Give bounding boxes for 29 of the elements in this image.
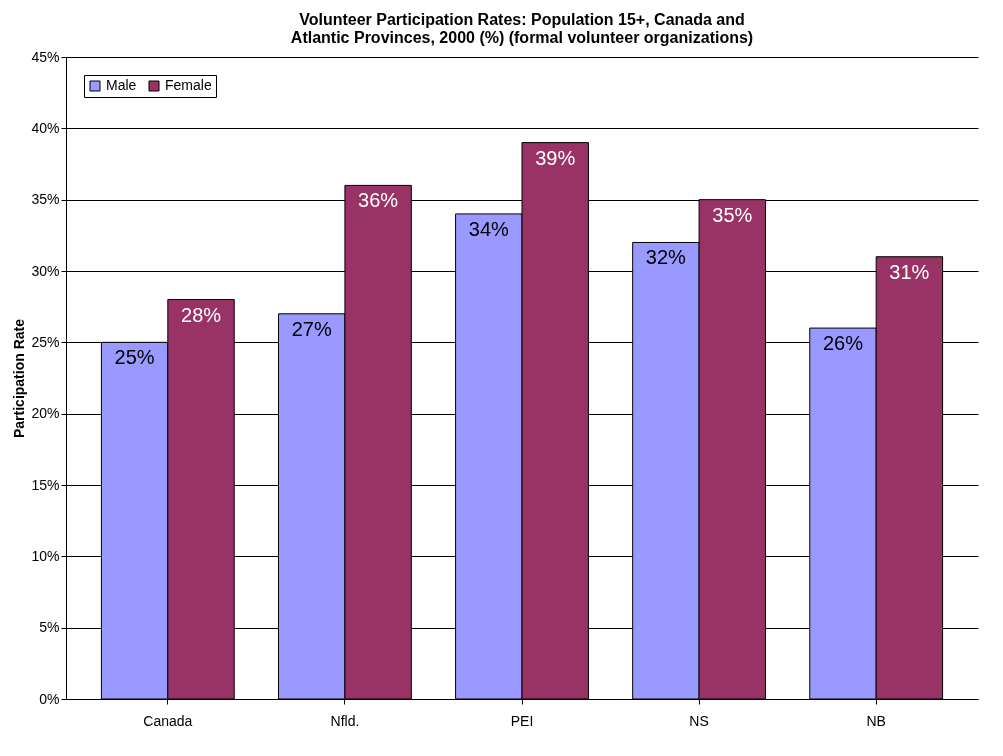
data-label: 34% <box>468 217 510 240</box>
data-label: 32% <box>645 246 687 269</box>
y-tick-label: 40% <box>31 119 60 136</box>
x-tick-label: NB <box>866 712 886 729</box>
y-tick-label: 25% <box>31 333 60 350</box>
legend-label: Female <box>165 77 212 93</box>
x-tick-label: Nfld. <box>330 712 360 729</box>
y-tick-label: 15% <box>31 476 60 493</box>
y-tick-label: 0% <box>39 690 60 707</box>
data-label: 27% <box>291 317 332 340</box>
y-tick-label: 20% <box>31 405 60 422</box>
x-tick-label: NS <box>689 712 709 729</box>
data-label: 36% <box>358 189 399 212</box>
data-label: 39% <box>535 146 576 169</box>
data-label: 31% <box>889 260 930 283</box>
data-label: 25% <box>114 346 155 369</box>
legend-label: Male <box>106 77 137 93</box>
data-label: 28% <box>181 303 222 326</box>
chart-title: Volunteer Participation Rates: Population 15+, Canada and Atlantic Provinces, 2000 (%) (formal volunteer organizations) <box>290 11 754 46</box>
y-axis-title: Participation Rate <box>11 318 28 439</box>
x-tick-label: PEI <box>510 712 534 729</box>
y-tick-label: 30% <box>31 262 60 279</box>
y-tick-label: 10% <box>31 547 60 564</box>
y-tick-label: 45% <box>31 48 60 65</box>
x-tick-label: Canada <box>143 712 193 729</box>
y-tick-label: 5% <box>39 619 60 636</box>
data-label: 35% <box>712 203 753 226</box>
data-label: 26% <box>822 332 864 355</box>
y-tick-label: 35% <box>31 191 60 208</box>
